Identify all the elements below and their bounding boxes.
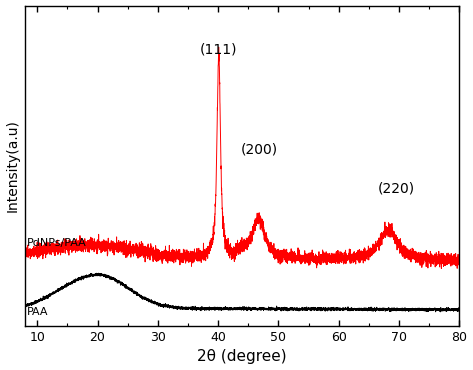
Text: (111): (111) xyxy=(200,42,237,56)
Text: (200): (200) xyxy=(241,143,278,157)
Text: (220): (220) xyxy=(377,181,415,195)
Text: PdNPs/PAA: PdNPs/PAA xyxy=(27,238,87,248)
X-axis label: 2θ (degree): 2θ (degree) xyxy=(197,349,287,364)
Text: PAA: PAA xyxy=(27,307,48,317)
Y-axis label: Intensity(a.u): Intensity(a.u) xyxy=(6,120,19,212)
